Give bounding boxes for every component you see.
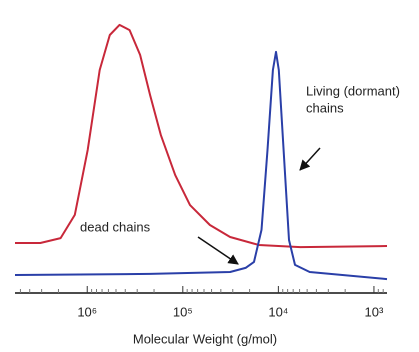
x-tick-label: 10⁶ [77,304,97,319]
x-axis-label: Molecular Weight (g/mol) [133,331,277,346]
arrow [197,236,239,265]
x-tick-label: 10⁴ [268,304,288,319]
annotation: chains [306,100,344,115]
annotation: dead chains [80,219,151,234]
x-tick-label: 10³ [365,304,384,319]
annotation: Living (dormant) [306,83,400,98]
x-tick-label: 10⁵ [173,304,193,319]
series-line [15,23,388,249]
series-line [14,50,388,281]
arrow [299,147,321,171]
